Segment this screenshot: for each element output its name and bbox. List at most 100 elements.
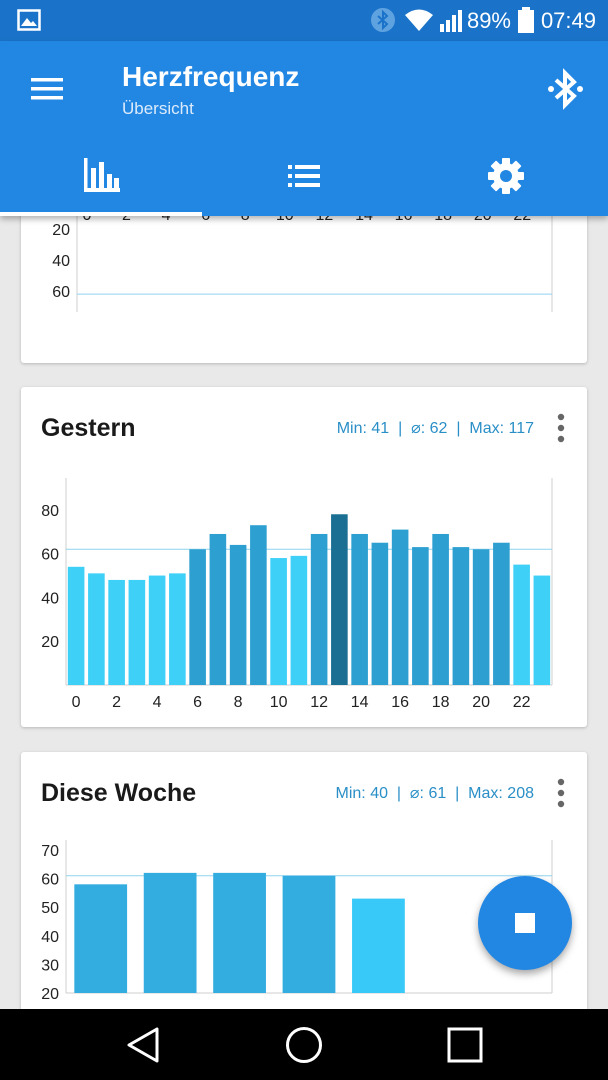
card-stats: Min: 41 | ⌀: 62 | Max: 117 (336, 420, 534, 437)
tab-indicator (0, 212, 202, 216)
chart-bar (371, 542, 389, 685)
x-tick-label: 8 (241, 216, 250, 224)
card-this-week: Diese Woche Min: 40 | ⌀: 61 | Max: 208 2… (21, 752, 587, 1009)
chart-this-week: 20 30 40 50 60 70 (41, 840, 553, 1003)
bluetooth-searching-icon[interactable] (543, 65, 591, 113)
wifi-icon (405, 9, 433, 31)
chart-bar (432, 533, 449, 685)
x-tick-label: 8 (234, 694, 243, 711)
chart-bar (67, 566, 85, 685)
chart-bar (209, 533, 227, 685)
chart-bar (452, 547, 470, 685)
signal-icon (440, 10, 462, 32)
more-vert-icon[interactable] (553, 778, 569, 808)
home-icon[interactable] (285, 1026, 323, 1064)
chart-bar (290, 555, 308, 685)
status-bar: 89% 07:49 (0, 0, 608, 41)
chart-bar (310, 533, 328, 685)
x-tick-label: 4 (153, 694, 162, 711)
image-icon (17, 9, 41, 31)
x-tick-label: 16 (391, 694, 409, 711)
card-today: 20 40 60 0 2 4 6 8 10 12 14 16 18 20 22 (21, 216, 587, 363)
x-tick-label: 6 (201, 216, 210, 224)
tab-list[interactable] (202, 141, 404, 216)
x-tick-label: 18 (432, 694, 450, 711)
y-tick-label: 20 (41, 986, 59, 1003)
x-tick-label: 0 (82, 216, 91, 224)
chart-bar (108, 579, 125, 685)
card-yesterday: Gestern Min: 41 | ⌀: 62 | Max: 117 20 40 6… (21, 387, 587, 727)
y-tick-label: 20 (41, 634, 59, 651)
x-tick-label: 2 (112, 694, 121, 711)
battery-icon (518, 7, 534, 33)
tab-chart[interactable] (0, 141, 202, 216)
x-tick-label: 20 (472, 694, 490, 711)
chart-bar (331, 514, 348, 685)
chart-bar (352, 898, 405, 993)
y-tick-label: 40 (52, 253, 70, 270)
x-tick-label: 20 (474, 216, 492, 224)
chart-bar (169, 573, 186, 685)
chart-bar (472, 549, 490, 685)
chart-bar (148, 575, 166, 685)
chart-bar (391, 529, 409, 685)
system-nav-bar (0, 1009, 608, 1080)
y-tick-label: 60 (41, 872, 59, 889)
x-tick-label: 12 (310, 694, 328, 711)
y-tick-label: 60 (52, 284, 70, 301)
y-tick-label: 60 (41, 547, 59, 564)
back-icon[interactable] (124, 1026, 162, 1064)
page-title: Herzfrequenz (122, 61, 300, 92)
chart-bar (88, 573, 105, 685)
chart-today: 20 40 60 0 2 4 6 8 10 12 14 16 18 20 22 (52, 216, 553, 312)
chart-yesterday: 20 40 60 80 0 2 4 6 8 10 12 14 16 18 20 22 (41, 478, 553, 711)
y-tick-label: 70 (41, 843, 59, 860)
x-tick-label: 18 (434, 216, 452, 224)
x-tick-label: 0 (72, 694, 81, 711)
y-tick-label: 80 (41, 503, 59, 520)
y-tick-label: 40 (41, 929, 59, 946)
chart-bar (351, 533, 368, 685)
x-tick-label: 2 (122, 216, 131, 224)
chart-bar (282, 875, 336, 993)
x-tick-label: 12 (315, 216, 333, 224)
stop-recording-button[interactable] (478, 876, 572, 970)
x-tick-label: 4 (162, 216, 171, 224)
y-tick-label: 20 (52, 222, 70, 239)
stop-icon (515, 913, 535, 933)
chart-bar (143, 872, 197, 993)
x-tick-label: 10 (270, 694, 288, 711)
gear-icon (488, 158, 524, 194)
x-tick-label: 6 (193, 694, 202, 711)
more-vert-icon[interactable] (553, 413, 569, 443)
chart-bar (189, 549, 206, 685)
tab-settings[interactable] (404, 141, 606, 216)
x-tick-label: 22 (513, 216, 531, 224)
chart-bar (513, 564, 530, 685)
y-tick-label: 40 (41, 590, 59, 607)
y-tick-label: 50 (41, 900, 59, 917)
battery-percent: 89% (466, 8, 511, 33)
bluetooth-icon (371, 8, 395, 32)
chart-bar (493, 542, 510, 685)
menu-icon[interactable] (27, 74, 67, 104)
recents-icon[interactable] (446, 1026, 484, 1064)
card-title: Diese Woche (41, 779, 197, 807)
chart-bar (270, 558, 287, 685)
x-tick-label: 22 (513, 694, 531, 711)
list-icon (288, 165, 320, 187)
chart-bar (229, 544, 247, 685)
chart-bar (74, 884, 128, 993)
x-tick-label: 14 (351, 694, 369, 711)
chart-bar (412, 547, 429, 685)
bar-chart-icon (84, 158, 120, 192)
x-tick-label: 10 (276, 216, 294, 224)
content-scroll[interactable]: 2040600246810121416182022 Gestern Min: 4… (0, 216, 608, 1009)
app-bar: Herzfrequenz Übersicht (0, 41, 608, 216)
card-title: Gestern (41, 414, 136, 442)
page-subtitle: Übersicht (122, 99, 194, 118)
x-tick-label: 14 (355, 216, 373, 224)
y-tick-label: 30 (41, 957, 59, 974)
chart-bar (250, 525, 267, 685)
chart-bar (533, 575, 551, 685)
